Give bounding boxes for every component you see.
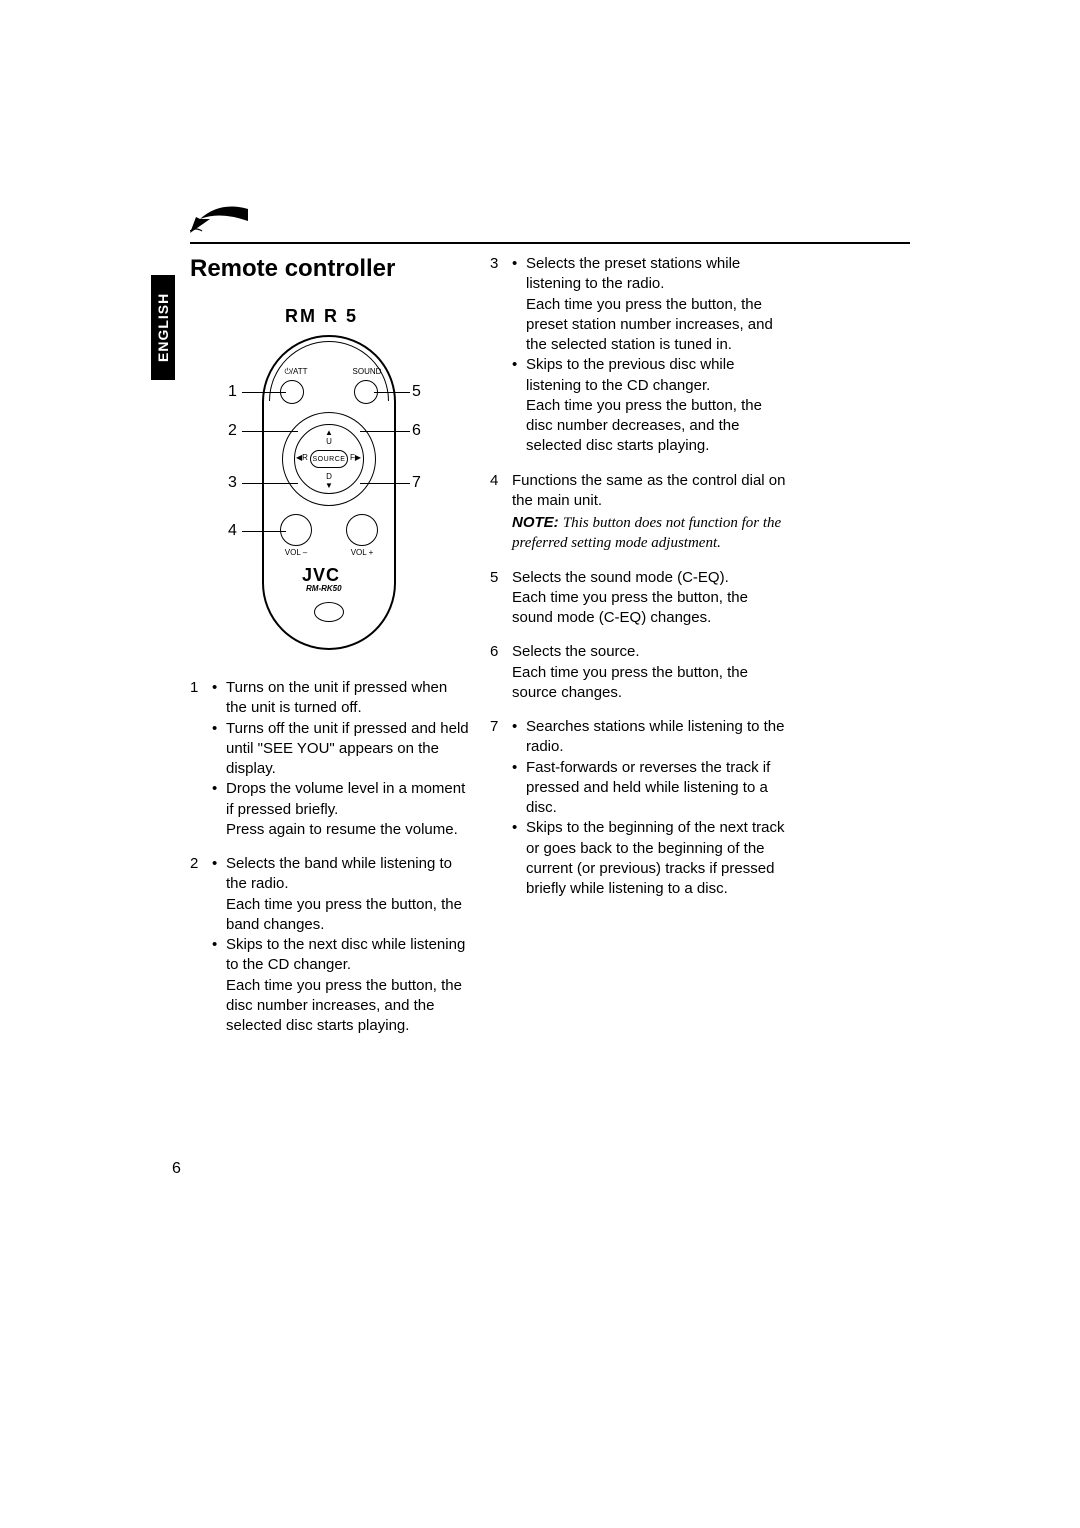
- item-6-num: 6: [490, 642, 512, 703]
- item-3-b2: Skips to the previous disc while listeni…: [526, 355, 790, 396]
- callout-5: 5: [412, 383, 421, 401]
- item-7-num: 7: [490, 717, 512, 899]
- att-label: ⏻/ATT: [276, 367, 316, 377]
- item-2-tail2: Each time you press the button, the disc…: [212, 976, 470, 1037]
- item-1-num: 1: [190, 678, 212, 840]
- item-4-note-label: NOTE:: [512, 514, 559, 531]
- vol-plus-label: VOL +: [344, 548, 380, 557]
- item-1-tail: Press again to resume the volume.: [212, 820, 470, 840]
- nav-up-label: ▲U: [324, 428, 334, 446]
- callout-6: 6: [412, 422, 421, 440]
- header-rule: [190, 242, 910, 244]
- right-column: 3 •Selects the preset stations while lis…: [490, 254, 790, 913]
- item-7-b3: Skips to the beginning of the next track…: [526, 818, 790, 899]
- item-7-b2: Fast-forwards or reverses the track if p…: [526, 758, 790, 819]
- vol-minus-button: [280, 514, 312, 546]
- item-3-b1: Selects the preset stations while listen…: [526, 254, 790, 295]
- nav-down-label: D▼: [324, 472, 334, 490]
- language-tab-label: ENGLISH: [155, 293, 171, 362]
- page-number: 6: [172, 1160, 181, 1178]
- callout-7-line: [360, 483, 410, 484]
- sound-label: SOUND: [346, 367, 388, 376]
- callout-3: 3: [228, 474, 237, 492]
- callout-6-line: [360, 431, 410, 432]
- item-5-tail: Each time you press the button, the soun…: [512, 588, 790, 629]
- item-4-num: 4: [490, 471, 512, 554]
- item-1-b2: Turns off the unit if pressed and held u…: [226, 719, 470, 780]
- item-2-b1: Selects the band while listening to the …: [226, 854, 470, 895]
- item-4: 4 Functions the same as the control dial…: [490, 471, 790, 554]
- callout-4: 4: [228, 522, 237, 540]
- source-label: SOURCE: [313, 456, 346, 463]
- item-5-text: Selects the sound mode (C-EQ).: [512, 568, 790, 588]
- vol-minus-label: VOL –: [278, 548, 314, 557]
- item-4-text: Functions the same as the control dial o…: [512, 471, 790, 512]
- item-5: 5 Selects the sound mode (C-EQ). Each ti…: [490, 568, 790, 629]
- callout-3-line: [242, 483, 298, 484]
- item-2-b2: Skips to the next disc while listening t…: [226, 935, 470, 976]
- header-arrow-icon: [190, 203, 250, 235]
- language-tab: ENGLISH: [151, 275, 175, 380]
- vol-plus-button: [346, 514, 378, 546]
- item-3: 3 •Selects the preset stations while lis…: [490, 254, 790, 457]
- model-label: RM-RK50: [306, 584, 342, 593]
- item-1-b3: Drops the volume level in a moment if pr…: [226, 779, 470, 820]
- item-1: 1 •Turns on the unit if pressed when the…: [190, 678, 470, 840]
- nav-right-label: F▶: [350, 453, 361, 462]
- brand-label: JVC: [302, 565, 340, 586]
- callout-5-line: [374, 392, 410, 393]
- item-2-mid: Each time you press the button, the band…: [212, 895, 470, 936]
- item-3-mid1: Each time you press the button, the pres…: [512, 295, 790, 356]
- callout-1-line: [242, 392, 286, 393]
- callout-1: 1: [228, 383, 237, 401]
- item-3-num: 3: [490, 254, 512, 457]
- item-2: 2 •Selects the band while listening to t…: [190, 854, 470, 1036]
- item-1-b1: Turns on the unit if pressed when the un…: [226, 678, 470, 719]
- item-2-num: 2: [190, 854, 212, 1036]
- source-button: SOURCE: [310, 450, 348, 468]
- section-title: Remote controller: [190, 255, 395, 283]
- nav-left-label: ◀R: [296, 453, 308, 462]
- left-column: 1 •Turns on the unit if pressed when the…: [190, 678, 470, 1050]
- item-5-num: 5: [490, 568, 512, 629]
- callout-2: 2: [228, 422, 237, 440]
- callout-7: 7: [412, 474, 421, 492]
- item-6-text: Selects the source.: [512, 642, 790, 662]
- callout-4-line: [242, 531, 286, 532]
- diagram-title: RM R 5: [285, 306, 358, 327]
- ir-window: [314, 602, 344, 622]
- item-7-b1: Searches stations while listening to the…: [526, 717, 790, 758]
- item-3-mid2: Each time you press the button, the disc…: [512, 396, 790, 457]
- item-6-tail: Each time you press the button, the sour…: [512, 663, 790, 704]
- callout-2-line: [242, 431, 298, 432]
- item-6: 6 Selects the source. Each time you pres…: [490, 642, 790, 703]
- item-7: 7 •Searches stations while listening to …: [490, 717, 790, 899]
- remote-diagram: RM R 5 ⏻/ATT SOUND SOURCE ▲U D▼ ◀R F▶ VO…: [190, 290, 460, 670]
